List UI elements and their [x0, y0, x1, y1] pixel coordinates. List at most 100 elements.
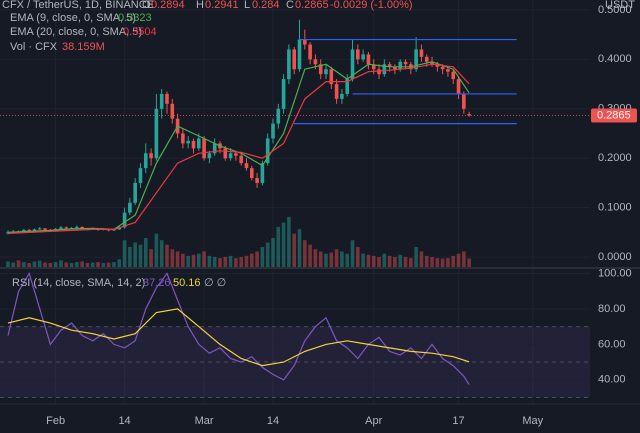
candle-body — [128, 202, 132, 213]
candle-body — [191, 140, 196, 149]
x-tick-label: 14 — [267, 415, 279, 427]
volume-bar — [154, 233, 159, 267]
labels: CFX / TetherUS, 1D, BINANCE O 0.2894 H 0… — [2, 0, 637, 427]
volume-bar — [287, 216, 291, 267]
candle-body — [43, 228, 47, 230]
volume-bar — [133, 242, 137, 267]
legend-name: Vol · CFX — [10, 41, 58, 53]
candle-body — [340, 93, 344, 99]
candle-body — [249, 168, 254, 178]
volume-bar — [112, 262, 116, 267]
candle-body — [133, 182, 137, 203]
volume-bar — [48, 262, 53, 267]
volume-bar — [85, 262, 90, 267]
volume-bar — [186, 255, 190, 267]
candle-body — [234, 153, 238, 156]
candle-body — [196, 138, 201, 149]
legend-value: 0.3504 — [123, 26, 157, 38]
candle-body — [318, 64, 323, 75]
volume-bar — [265, 242, 270, 267]
volume-bar — [329, 252, 334, 267]
volume-bar — [440, 258, 445, 267]
ohlc-value: 0.284 — [252, 0, 280, 11]
candle-body — [467, 114, 471, 116]
rsi-title: RSI (14, close, SMA, 14, 2) — [12, 277, 145, 289]
candle-body — [292, 49, 297, 70]
candle-body — [403, 61, 408, 65]
volume-bar — [260, 246, 265, 267]
candle-body — [27, 229, 31, 231]
candle-body — [181, 133, 185, 144]
volume-bar — [11, 262, 16, 267]
volume-bar — [456, 253, 461, 267]
volume-bar — [430, 256, 434, 267]
candle-body — [451, 71, 456, 80]
volume-bar — [356, 246, 360, 267]
y-tick-label: 0.5000 — [598, 4, 632, 16]
candle-body — [382, 64, 387, 75]
price-change: -0.0029 (-1.00%) — [330, 0, 413, 11]
volume-bar — [234, 258, 238, 267]
candle-body — [260, 163, 265, 183]
candle-body — [440, 66, 445, 70]
volume-bar — [398, 254, 403, 267]
last-price-box — [591, 108, 637, 123]
candle-body — [75, 226, 79, 228]
volume-bar — [90, 262, 95, 267]
volume-bar — [414, 246, 418, 267]
volume-bar — [6, 261, 10, 267]
volume-bar — [37, 260, 42, 267]
volume-bar — [239, 256, 243, 267]
candle-body — [371, 64, 376, 70]
volume-bar — [170, 249, 175, 267]
candle-body — [239, 155, 243, 164]
volume-bar — [165, 244, 169, 267]
rsi-tick-label: 80.00 — [598, 303, 626, 315]
y-tick-label: 0.2000 — [598, 152, 632, 164]
ohlc-letter: C — [286, 0, 294, 11]
candle-body — [122, 212, 127, 228]
indicator-line — [7, 308, 470, 367]
candle-body — [265, 138, 270, 164]
candle-body — [149, 153, 153, 159]
candle-body — [117, 227, 122, 230]
candle-body — [356, 49, 360, 60]
candle-body — [80, 226, 84, 229]
legend-value: 38.159M — [62, 41, 105, 53]
candle-body — [255, 178, 259, 183]
volume-bar — [117, 259, 122, 267]
candle-body — [244, 163, 249, 169]
ohlc-value: 0.2865 — [295, 0, 329, 11]
legend-extra: ∅ ∅ — [204, 277, 226, 289]
volume-bar — [106, 262, 111, 267]
volume-bar — [281, 222, 286, 267]
volume-bar — [377, 256, 381, 267]
candle-body — [345, 79, 350, 94]
candle-body — [143, 153, 148, 169]
candle-body — [377, 69, 381, 75]
candle-body — [154, 108, 159, 159]
volume-bar — [424, 255, 429, 267]
candle-body — [22, 229, 26, 232]
volume-bar — [334, 249, 339, 267]
volume-bar — [22, 262, 26, 267]
volume-bar — [292, 233, 297, 267]
volume-bar — [435, 258, 440, 267]
volume-bar — [43, 262, 47, 267]
volume-bar — [324, 253, 328, 267]
candle-body — [207, 153, 212, 159]
candle-body — [393, 66, 397, 70]
candle-body — [424, 56, 429, 62]
volume-bar — [228, 255, 233, 267]
volume-bar — [308, 244, 312, 267]
legend-name: EMA (20, close, 0, SMA, 5) — [10, 26, 142, 38]
candle-body — [313, 59, 318, 65]
candle-body — [271, 123, 275, 139]
last-price-label: 0.2865 — [597, 109, 631, 121]
volume-bar — [175, 251, 180, 267]
candle-body — [329, 69, 334, 85]
rsi-tick-label: 40.00 — [598, 374, 626, 386]
x-tick-label: Mar — [195, 415, 214, 427]
